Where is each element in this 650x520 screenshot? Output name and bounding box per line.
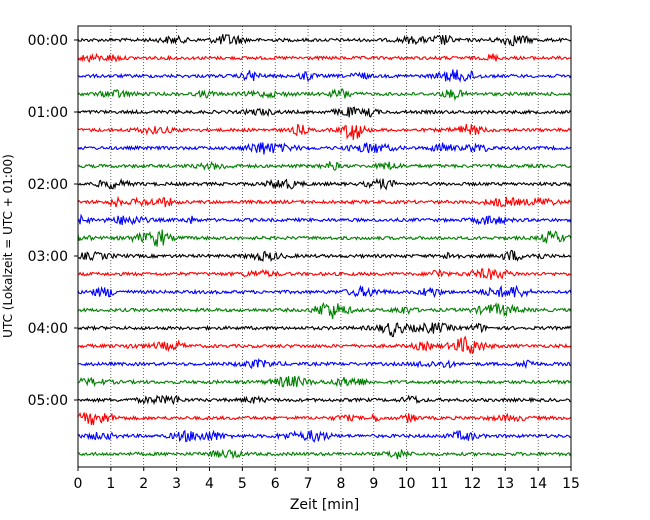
trace-line <box>77 375 572 388</box>
x-tick-label: 10 <box>398 476 416 492</box>
trace-line <box>77 429 572 443</box>
x-tick-label: 6 <box>271 476 280 492</box>
trace-line <box>77 411 572 426</box>
y-tick-label: 04:00 <box>28 321 68 337</box>
x-axis-ticks: 0 1 2 3 4 5 6 7 8 9 10 11 12 13 14 15 <box>74 467 580 492</box>
trace-line <box>77 448 572 460</box>
trace-line <box>77 160 572 171</box>
trace-line <box>77 52 572 63</box>
trace-line <box>77 249 572 263</box>
y-tick-label: 01:00 <box>28 105 68 121</box>
trace-line <box>77 87 572 102</box>
x-tick-label: 12 <box>463 476 481 492</box>
trace-line <box>77 267 572 280</box>
y-axis-label: UTC (Lokalzeit = UTC + 01:00) <box>1 154 15 338</box>
trace-line <box>77 229 572 247</box>
y-tick-label: 05:00 <box>28 393 68 409</box>
trace-line <box>77 106 572 118</box>
x-tick-label: 15 <box>562 476 580 492</box>
y-tick-label: 03:00 <box>28 249 68 265</box>
y-tick-label: 00:00 <box>28 33 68 49</box>
trace-line <box>77 34 572 47</box>
x-tick-label: 2 <box>139 476 148 492</box>
x-tick-label: 3 <box>172 476 181 492</box>
trace-line <box>77 302 572 320</box>
x-tick-label: 11 <box>431 476 449 492</box>
trace-line <box>77 284 572 299</box>
y-axis-ticks: 00:00 01:00 02:00 03:00 04:00 05:00 <box>28 33 78 409</box>
trace-line <box>77 335 572 355</box>
x-tick-label: 8 <box>336 476 345 492</box>
x-tick-label: 0 <box>74 476 83 492</box>
trace-line <box>77 213 572 226</box>
trace-line <box>77 322 572 338</box>
trace-line <box>77 142 572 155</box>
x-tick-label: 4 <box>205 476 214 492</box>
x-tick-label: 14 <box>529 476 547 492</box>
trace-line <box>77 394 572 406</box>
trace-line <box>77 177 572 191</box>
seismic-traces <box>77 34 572 460</box>
x-tick-label: 9 <box>369 476 378 492</box>
x-tick-label: 5 <box>238 476 247 492</box>
x-tick-label: 7 <box>304 476 313 492</box>
plot-frame <box>77 25 572 468</box>
y-tick-label: 02:00 <box>28 177 68 193</box>
x-tick-label: 13 <box>496 476 514 492</box>
trace-line <box>77 123 572 141</box>
trace-line <box>77 69 572 83</box>
x-axis-label: Zeit [min] <box>290 497 359 513</box>
x-tick-label: 1 <box>106 476 115 492</box>
trace-line <box>77 357 572 370</box>
trace-line <box>77 195 572 208</box>
